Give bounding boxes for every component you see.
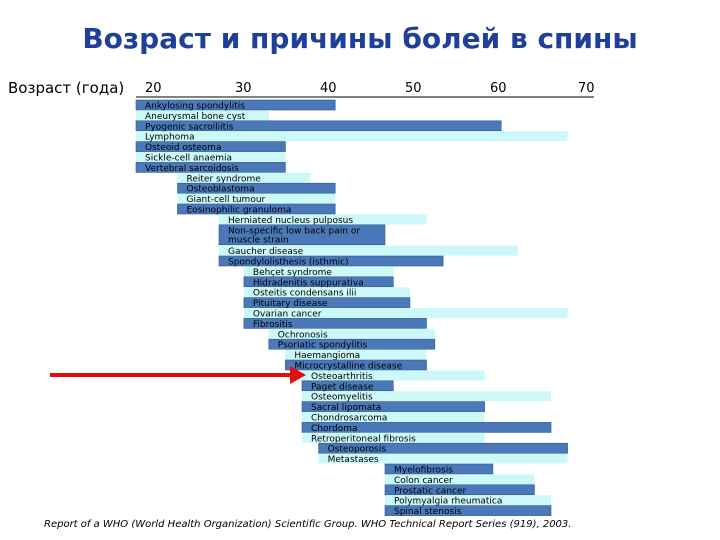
x-tick-label: 40 (320, 81, 337, 96)
bar-label: Pyogenic sacroiliitis (145, 122, 234, 132)
bar (177, 172, 311, 183)
bar (301, 380, 394, 392)
bar (318, 442, 568, 454)
x-tick-label: 20 (145, 81, 162, 96)
bar (385, 474, 535, 485)
bar (177, 193, 336, 204)
x-tick-label: 60 (490, 81, 507, 96)
bar (219, 214, 427, 225)
bar (243, 266, 394, 277)
bar-label: Osteoporosis (328, 445, 387, 455)
chart-title: Возраст и причины болей в спины (82, 22, 638, 55)
bar-label: Fibrositis (253, 320, 293, 330)
bar (136, 110, 269, 121)
citation: Report of a WHO (World Health Organizati… (44, 519, 572, 530)
bar (219, 245, 518, 256)
bar-label: Herniated nucleus pulposus (228, 216, 353, 226)
x-tick-label: 30 (235, 81, 252, 96)
bar-label: Retroperitoneal fibrosis (311, 434, 416, 444)
bar (136, 131, 568, 142)
bar-label: Polymyalgia rheumatica (394, 497, 502, 507)
bar-label: Pituitary disease (253, 299, 328, 309)
bar (302, 432, 485, 443)
bar-label: Gaucher disease (228, 247, 304, 257)
bar (301, 422, 552, 433)
bar-label: Vertebral sarcoidosis (145, 164, 239, 174)
bar-label: Osteomyelitis (311, 393, 373, 403)
x-tick-label: 50 (405, 81, 422, 96)
bar-label: Sickle-cell anaemia (145, 154, 232, 164)
bar-label: Lymphoma (145, 133, 195, 143)
bar (285, 359, 427, 371)
bar (177, 182, 336, 194)
bar (135, 99, 336, 111)
bar (385, 495, 551, 506)
bar-label: Microcrystalline disease (294, 362, 402, 372)
bar-label: Osteoid osteoma (145, 143, 221, 153)
bar (384, 505, 552, 516)
bar-label: Haemangioma (294, 351, 360, 361)
x-tick-label: 70 (578, 81, 595, 96)
bar-label: Behçet syndrome (253, 268, 332, 278)
bar-label: Spondylolisthesis (isthmic) (228, 258, 349, 268)
bar-label: Spinal stenosis (394, 507, 462, 517)
bar-label: Osteoarthritis (311, 372, 373, 382)
arrow-head (290, 366, 306, 384)
bar (301, 401, 485, 412)
bar (268, 338, 436, 350)
bar (218, 224, 386, 246)
bar-label: Ankylosing spondylitis (145, 102, 245, 112)
bar (243, 276, 394, 288)
bar-label: Myelofibrosis (394, 466, 453, 476)
bar-label: Eosinophilic granuloma (187, 206, 292, 216)
bar (268, 328, 435, 339)
bar-label: Osteitis condensans ilii (253, 289, 357, 299)
bar (135, 120, 502, 132)
bar-label: Hidradenitis suppurativa (253, 278, 364, 288)
bar-label: Colon cancer (394, 476, 453, 486)
bar (285, 349, 427, 360)
bar (135, 162, 286, 173)
bar-label: Chordoma (311, 424, 358, 434)
bar-label: Paget disease (311, 382, 374, 392)
bar-label: Metastases (328, 455, 379, 465)
bar (302, 391, 551, 402)
x-axis-ticks: 20 30 40 50 60 70 (145, 81, 595, 96)
bar-label: Reiter syndrome (187, 174, 262, 184)
bar (302, 370, 485, 381)
bar-label: Ochronosis (278, 330, 328, 340)
bar (384, 463, 494, 475)
bar-label: Aneurysmal bone cyst (145, 112, 246, 122)
bar (243, 318, 427, 329)
bar-label: Giant-cell tumour (187, 195, 266, 205)
bar (384, 484, 535, 496)
bar (243, 297, 411, 308)
bar (135, 141, 286, 152)
bar-label: Psoriatic spondylitis (278, 341, 368, 351)
bar-label: Prostatic cancer (394, 486, 467, 496)
bar (136, 152, 286, 162)
bar-label: Non-specific low back pain or muscle stra… (228, 226, 360, 245)
bar (243, 308, 568, 318)
bar (243, 287, 410, 298)
bar-label: Ovarian cancer (253, 310, 322, 320)
bar (302, 412, 485, 422)
bar (218, 255, 444, 267)
bar (177, 203, 336, 215)
bar-label: Chondrosarcoma (311, 414, 387, 424)
bar (318, 453, 568, 464)
bar-label: Sacral lipomata (311, 403, 381, 413)
bar-label: Osteoblastoma (187, 185, 255, 195)
x-axis-label: Возраст (года) (8, 79, 125, 97)
highlight-arrow (50, 366, 306, 384)
